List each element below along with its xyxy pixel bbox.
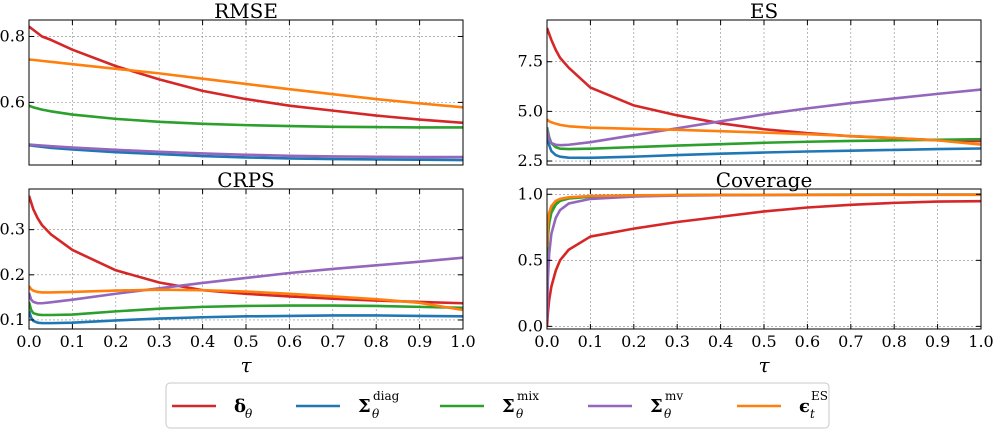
x-tick-label: 0.9 xyxy=(407,332,432,351)
series-line-diag xyxy=(29,310,463,325)
panel-title: ES xyxy=(750,0,778,23)
legend-item-es: ϵ ES t xyxy=(737,389,828,421)
series-line-delta xyxy=(29,25,463,125)
series-line-es xyxy=(29,58,463,109)
y-tick-label: 0.8 xyxy=(0,26,25,45)
legend-subscript: t xyxy=(810,407,815,421)
legend-symbol: Σ xyxy=(358,396,371,417)
legend-symbol: Σ xyxy=(502,396,515,417)
legend-symbol: Σ xyxy=(650,396,663,417)
legend-subscript: θ xyxy=(372,407,380,421)
x-tick-label: 0.6 xyxy=(795,332,820,351)
x-tick-label: 1.0 xyxy=(968,332,993,351)
panel-title: Coverage xyxy=(716,168,813,192)
panel-es: 2.5 5.0 7.5 ES xyxy=(518,0,982,170)
legend-superscript: ES xyxy=(811,389,828,403)
x-tick-label: 1.0 xyxy=(450,332,475,351)
legend-symbol: δ xyxy=(234,396,246,417)
series-line-mv xyxy=(29,256,463,305)
x-tick-label: 0.4 xyxy=(190,332,215,351)
x-tick-label: 0.0 xyxy=(534,332,559,351)
y-tick-label: 0.3 xyxy=(0,220,25,239)
y-tick-label: 0.6 xyxy=(0,92,25,111)
legend-subscript: θ xyxy=(245,407,253,421)
x-tick-label: 0.5 xyxy=(751,332,776,351)
x-tick-label: 0.5 xyxy=(233,332,258,351)
panel-title: CRPS xyxy=(217,168,275,192)
legend-subscript: θ xyxy=(516,407,524,421)
x-tick-label: 0.1 xyxy=(60,332,85,351)
x-tick-label: 0.7 xyxy=(320,332,345,351)
x-tick-label: 0.8 xyxy=(363,332,388,351)
x-tick-label: 0.1 xyxy=(578,332,603,351)
x-tick-label: 0.0 xyxy=(16,332,41,351)
series-line-delta xyxy=(29,195,463,305)
x-tick-label: 0.4 xyxy=(708,332,733,351)
x-tick-label: 0.2 xyxy=(621,332,646,351)
x-tick-label: 0.8 xyxy=(881,332,906,351)
series-line-es xyxy=(547,193,981,248)
x-tick-label: 0.9 xyxy=(925,332,950,351)
legend-item-delta: δθ xyxy=(172,396,253,421)
x-tick-label: 0.3 xyxy=(664,332,689,351)
legend-frame xyxy=(165,382,830,429)
x-tick-label: 0.2 xyxy=(103,332,128,351)
y-tick-label: 0.0 xyxy=(518,316,543,335)
x-tick-label: 0.6 xyxy=(277,332,302,351)
series-line-mix xyxy=(29,301,463,317)
panel-rmse: 0.6 0.8 RMSE xyxy=(0,0,464,166)
y-tick-label: 5.0 xyxy=(518,101,543,120)
y-tick-label: 0.5 xyxy=(518,250,543,269)
panel-crps: 0.0 0.1 0.2 0.3 0.4 0.5 0.6 0.7 0.8 0.9 1.0 0.1 0.2 0… xyxy=(0,168,476,377)
y-tick-label: 2.5 xyxy=(518,151,543,170)
series-line-mv xyxy=(547,88,981,147)
y-tick-label: 0.1 xyxy=(0,310,25,329)
x-axis-label: τ xyxy=(240,353,252,377)
series-line-es xyxy=(547,118,981,146)
y-tick-label: 1.0 xyxy=(518,184,543,203)
series-line-mix xyxy=(29,104,463,129)
x-tick-label: 0.7 xyxy=(838,332,863,351)
legend-superscript: diag xyxy=(373,389,400,403)
legend-symbol: ϵ xyxy=(799,396,810,417)
x-tick-label: 0.3 xyxy=(146,332,171,351)
x-axis-label: τ xyxy=(758,353,770,377)
panel-coverage: 0.0 0.1 0.2 0.3 0.4 0.5 0.6 0.7 0.8 0.9 1.0 0.0 0.5 1… xyxy=(518,168,994,377)
legend-superscript: mix xyxy=(517,389,539,403)
series-line-diag xyxy=(547,134,981,160)
y-tick-label: 0.2 xyxy=(0,265,25,284)
series-line-es xyxy=(29,285,463,312)
legend-superscript: mv xyxy=(665,389,683,403)
y-tick-label: 7.5 xyxy=(518,52,543,71)
series-line-delta xyxy=(547,199,981,327)
panel-title: RMSE xyxy=(214,0,278,23)
series-line-diag xyxy=(29,143,463,162)
legend-subscript: θ xyxy=(664,407,672,421)
series-line-mv xyxy=(29,143,463,159)
